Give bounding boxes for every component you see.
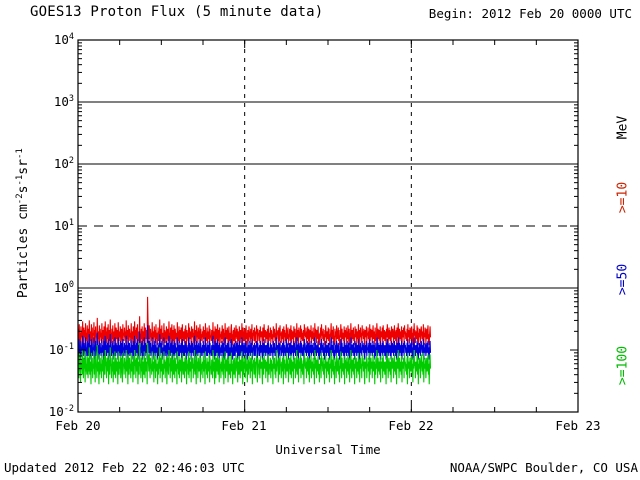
y-tick-1e4: 104 (53, 32, 74, 48)
legend-ge-10-mev: >=10 (615, 181, 631, 214)
y-tick-1e-1: 10-1 (48, 342, 74, 358)
y-tick-1e2: 102 (53, 156, 74, 172)
begin-time-label: Begin: 2012 Feb 20 0000 UTC (428, 6, 632, 21)
updated-timestamp: Updated 2012 Feb 22 02:46:03 UTC (4, 460, 245, 475)
x-tick-feb-21: Feb 21 (221, 418, 267, 433)
y-axis-tick-labels: 104 103 102 101 100 10-1 10-2 (26, 0, 74, 480)
data-source-label: NOAA/SWPC Boulder, CO USA (449, 460, 638, 475)
legend-ge-100-mev: >=100 (615, 345, 631, 386)
y-tick-1e3: 103 (53, 94, 74, 110)
chart-title: GOES13 Proton Flux (5 minute data) (30, 4, 324, 20)
y-tick-1e0: 100 (53, 280, 74, 296)
x-tick-feb-23: Feb 23 (555, 418, 601, 433)
x-axis-label: Universal Time (275, 442, 381, 457)
x-tick-feb-20: Feb 20 (55, 418, 101, 433)
legend-ge-50-mev: >=50 (615, 263, 631, 296)
legend-unit-mev: MeV (615, 115, 631, 140)
x-tick-feb-22: Feb 22 (388, 418, 434, 433)
y-tick-1e1: 101 (53, 218, 74, 234)
y-tick-1e-2: 10-2 (48, 404, 74, 420)
